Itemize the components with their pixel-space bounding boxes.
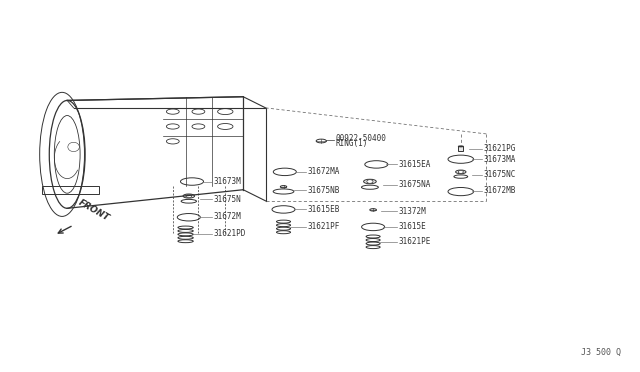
Ellipse shape xyxy=(458,146,463,147)
Text: J3 500 Q: J3 500 Q xyxy=(581,348,621,357)
Text: 31621PE: 31621PE xyxy=(398,237,431,246)
Text: 31621PD: 31621PD xyxy=(214,229,246,238)
Text: 31672MA: 31672MA xyxy=(307,167,340,176)
Text: 31673MA: 31673MA xyxy=(483,155,516,164)
Ellipse shape xyxy=(280,186,287,188)
Circle shape xyxy=(458,170,463,173)
Text: 31615EA: 31615EA xyxy=(398,160,431,169)
Text: FRONT: FRONT xyxy=(77,198,111,223)
Text: 31672M: 31672M xyxy=(214,212,241,221)
Text: 31615E: 31615E xyxy=(398,222,426,231)
Text: 31621PF: 31621PF xyxy=(307,222,340,231)
Text: 31372M: 31372M xyxy=(398,207,426,216)
Text: RING(1): RING(1) xyxy=(335,139,368,148)
Ellipse shape xyxy=(183,194,195,198)
Bar xyxy=(458,146,463,151)
Text: 00922-50400: 00922-50400 xyxy=(335,134,386,143)
Text: 31675N: 31675N xyxy=(214,195,241,204)
Ellipse shape xyxy=(456,170,466,174)
Ellipse shape xyxy=(364,179,376,184)
Text: 31621PG: 31621PG xyxy=(483,144,516,153)
Circle shape xyxy=(186,195,191,198)
Text: 31675NA: 31675NA xyxy=(398,180,431,189)
Text: 31673M: 31673M xyxy=(214,177,241,186)
Ellipse shape xyxy=(370,209,376,211)
Circle shape xyxy=(367,180,373,183)
Text: 31615EB: 31615EB xyxy=(307,205,340,214)
Text: 31672MB: 31672MB xyxy=(483,186,516,195)
Text: 31675NB: 31675NB xyxy=(307,186,340,195)
Text: 31675NC: 31675NC xyxy=(483,170,516,179)
